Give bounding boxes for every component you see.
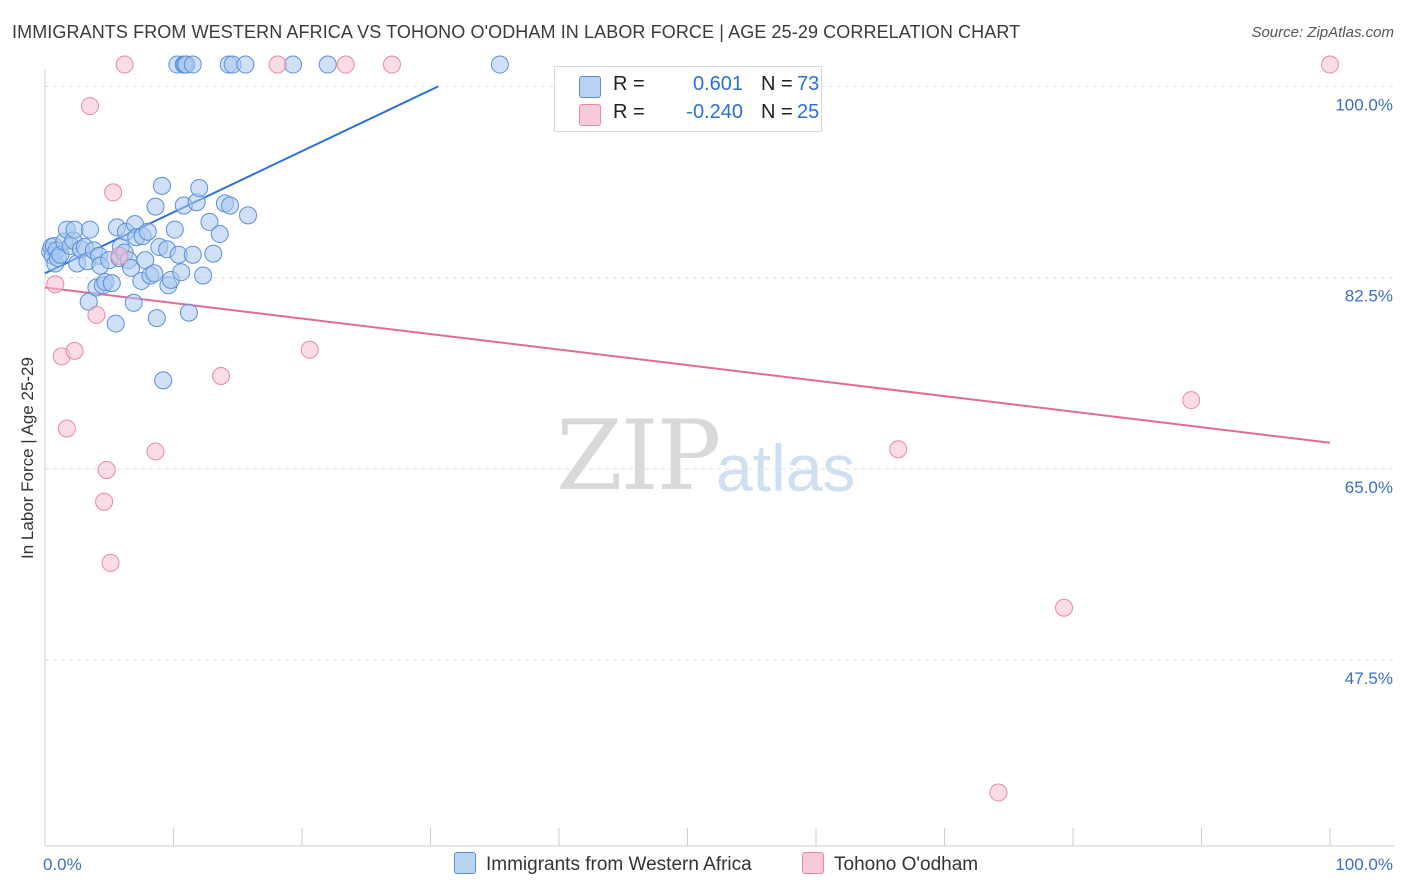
axes bbox=[44, 70, 1394, 847]
point-tohono-oodham bbox=[104, 183, 123, 202]
point-western-africa bbox=[65, 220, 84, 239]
point-tohono-oodham bbox=[336, 55, 355, 74]
point-tohono-oodham bbox=[1055, 598, 1074, 617]
point-tohono-oodham bbox=[268, 55, 287, 74]
point-western-africa bbox=[147, 309, 166, 328]
point-western-africa bbox=[179, 303, 198, 322]
legend-swatch-pink bbox=[579, 104, 601, 126]
bottom-legend-swatch-pink bbox=[802, 852, 824, 874]
legend-r-value: -0.240 bbox=[686, 101, 743, 123]
point-western-africa bbox=[145, 264, 164, 283]
correlation-legend: R = 0.601 N = 73 R = -0.240 N = 25 bbox=[554, 66, 822, 132]
point-tohono-oodham bbox=[1321, 55, 1339, 74]
x-tick-label-max: 100.0% bbox=[1335, 855, 1393, 874]
watermark-zip: ZIP bbox=[556, 400, 721, 512]
tick-labels: 100.0% 82.5% 65.0% 47.5% 0.0% 100.0% bbox=[43, 95, 1393, 874]
point-western-africa bbox=[221, 196, 240, 215]
legend-n-value: 25 bbox=[797, 101, 820, 123]
point-western-africa bbox=[190, 179, 209, 198]
point-western-africa bbox=[183, 55, 202, 74]
point-tohono-oodham bbox=[1182, 391, 1201, 410]
chart-title: IMMIGRANTS FROM WESTERN AFRICA VS TOHONO… bbox=[12, 22, 1021, 42]
point-western-africa bbox=[165, 220, 184, 239]
point-western-africa bbox=[239, 206, 258, 225]
trend-line-tohono-oodham bbox=[44, 286, 1331, 444]
bottom-legend-label: Immigrants from Western Africa bbox=[486, 854, 752, 875]
point-tohono-oodham bbox=[46, 275, 65, 294]
point-western-africa bbox=[183, 245, 202, 264]
point-western-africa bbox=[80, 220, 99, 239]
grid-lines bbox=[45, 85, 1394, 661]
y-tick-label: 47.5% bbox=[1345, 669, 1393, 688]
bottom-legend-swatch-blue bbox=[454, 852, 476, 874]
legend-r-value: 0.601 bbox=[692, 73, 743, 95]
point-tohono-oodham bbox=[115, 55, 134, 74]
point-western-africa bbox=[210, 224, 229, 243]
point-western-africa bbox=[236, 55, 255, 74]
trend-line-western-africa bbox=[44, 85, 439, 275]
point-western-africa bbox=[106, 314, 125, 333]
point-tohono-oodham bbox=[95, 492, 114, 511]
legend-r-label: R = bbox=[613, 101, 645, 123]
point-western-africa bbox=[154, 371, 173, 390]
point-tohono-oodham bbox=[382, 55, 401, 74]
point-tohono-oodham bbox=[80, 97, 99, 116]
legend-r-label: R = bbox=[613, 73, 645, 95]
bottom-legend-tohono-oodham: Tohono O'odham bbox=[802, 852, 978, 876]
point-western-africa bbox=[490, 55, 509, 74]
point-tohono-oodham bbox=[146, 442, 165, 461]
point-tohono-oodham bbox=[57, 419, 76, 438]
point-western-africa bbox=[146, 197, 165, 216]
x-tick-label-min: 0.0% bbox=[43, 855, 82, 874]
point-tohono-oodham bbox=[889, 440, 908, 459]
watermark-atlas: atlas bbox=[716, 431, 856, 505]
point-western-africa bbox=[138, 222, 157, 241]
point-western-africa bbox=[152, 176, 171, 195]
legend-n-value: 73 bbox=[797, 73, 820, 95]
point-tohono-oodham bbox=[212, 367, 231, 386]
point-tohono-oodham bbox=[989, 783, 1008, 802]
point-tohono-oodham bbox=[110, 246, 129, 265]
y-tick-label: 65.0% bbox=[1345, 478, 1393, 497]
bottom-legend-western-africa: Immigrants from Western Africa bbox=[454, 852, 752, 876]
point-western-africa bbox=[194, 266, 213, 285]
y-tick-label: 100.0% bbox=[1335, 95, 1393, 114]
point-western-africa bbox=[284, 55, 303, 74]
y-tick-label: 82.5% bbox=[1345, 287, 1393, 306]
chart-source: Source: ZipAtlas.com bbox=[1251, 24, 1394, 41]
bottom-legend-label: Tohono O'odham bbox=[834, 854, 979, 875]
trend-lines bbox=[44, 85, 1331, 444]
legend-n-label: N = bbox=[761, 73, 793, 95]
data-points bbox=[41, 55, 1339, 802]
point-tohono-oodham bbox=[87, 305, 106, 324]
point-western-africa bbox=[200, 212, 219, 231]
point-western-africa bbox=[204, 244, 223, 263]
point-western-africa bbox=[122, 258, 141, 277]
point-western-africa bbox=[172, 263, 191, 282]
point-tohono-oodham bbox=[101, 553, 120, 572]
point-tohono-oodham bbox=[65, 341, 84, 360]
point-western-africa bbox=[102, 274, 121, 293]
point-western-africa bbox=[318, 55, 337, 74]
legend-swatch-blue bbox=[579, 76, 601, 98]
legend-n-label: N = bbox=[761, 101, 793, 123]
point-western-africa bbox=[124, 293, 143, 312]
point-tohono-oodham bbox=[97, 461, 116, 480]
point-tohono-oodham bbox=[300, 340, 319, 359]
